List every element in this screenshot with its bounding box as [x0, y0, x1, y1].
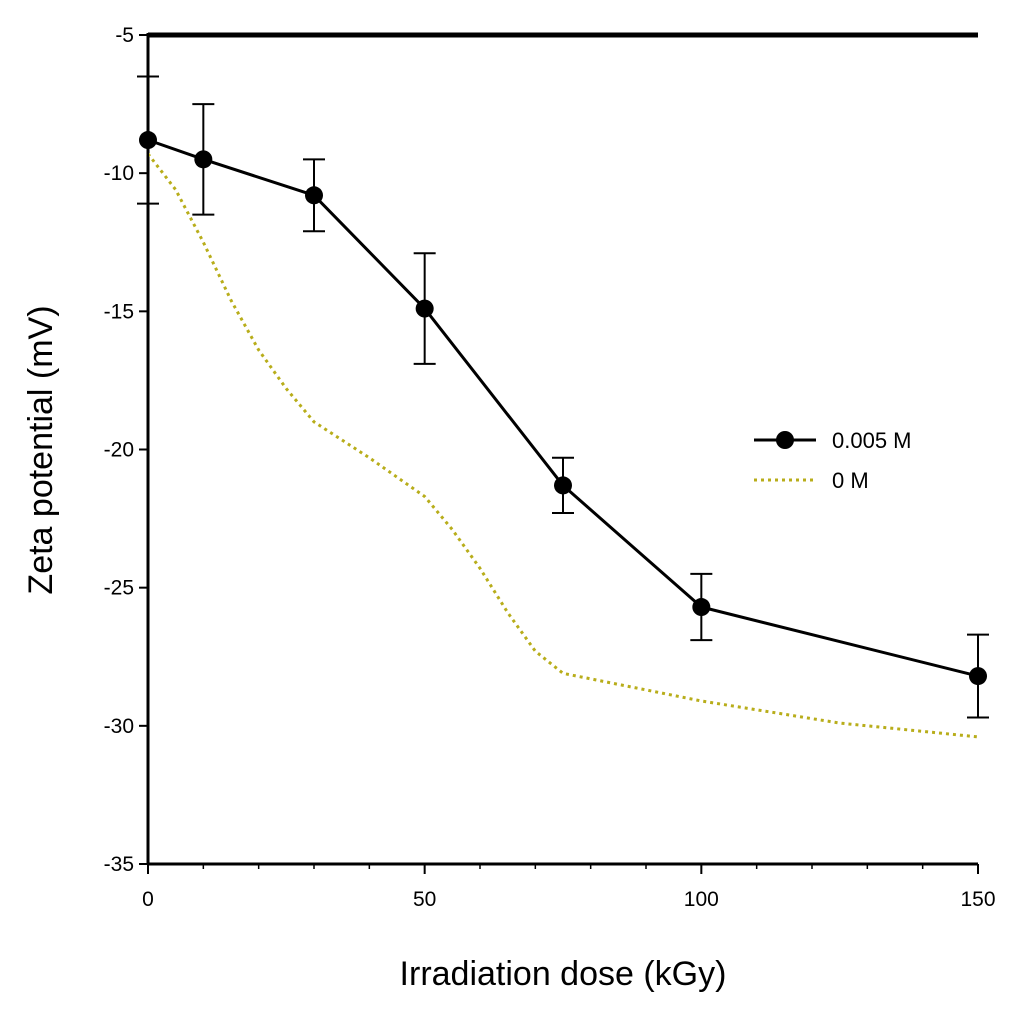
data-point	[415, 299, 434, 318]
y-tick-label: -30	[104, 715, 134, 738]
legend-label-0M: 0 M	[832, 468, 869, 493]
y-tick-label: -20	[104, 439, 134, 462]
y-tick-label: -25	[104, 577, 134, 600]
series-0005M-line	[147, 138, 979, 678]
data-point	[194, 150, 213, 169]
y-tick-label: -5	[115, 24, 134, 47]
y-tick-label: -35	[104, 853, 134, 876]
x-tick-label: 100	[684, 888, 719, 911]
series-layer	[137, 75, 989, 739]
y-tick-label: -10	[104, 162, 134, 185]
legend-marker-0005M	[776, 431, 794, 449]
x-tick-label: 150	[960, 888, 995, 911]
y-axis-title: Zeta potential (mV)	[22, 305, 60, 594]
x-axis-title: Irradiation dose (kGy)	[400, 955, 727, 993]
series-0M-line	[146, 152, 979, 739]
legend: 0.005 M 0 M	[754, 428, 912, 493]
x-tick-label: 50	[413, 888, 436, 911]
data-point	[692, 598, 711, 617]
data-point	[969, 667, 987, 686]
data-point	[554, 476, 572, 495]
x-tick-label: 0	[142, 888, 154, 911]
legend-label-0005M: 0.005 M	[832, 428, 912, 453]
y-tick-label: -15	[104, 300, 134, 323]
data-point	[305, 186, 323, 205]
data-point	[139, 131, 157, 150]
